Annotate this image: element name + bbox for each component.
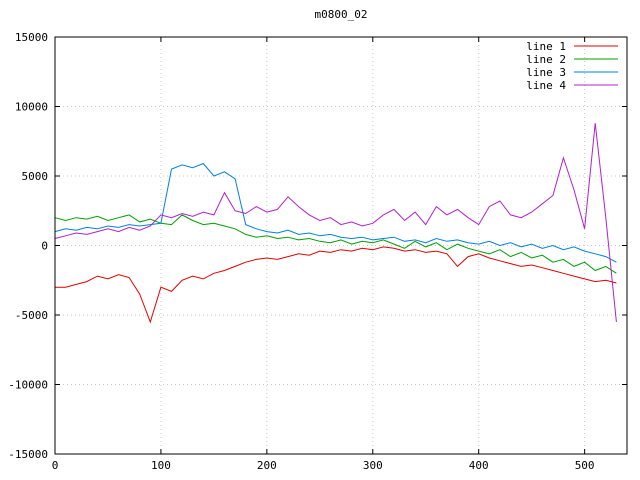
series-line-3	[54, 162, 617, 263]
xtick-label-200: 200	[257, 459, 277, 472]
ytick-label--5000: -5000	[15, 309, 48, 322]
chart-title: m0800_02	[314, 8, 368, 21]
ytick-label-10000: 10000	[15, 101, 48, 114]
series-line-4	[54, 123, 617, 323]
legend-label-1: line 1	[526, 40, 566, 53]
ytick-label--15000: -15000	[8, 448, 48, 461]
xtick-label-0: 0	[52, 459, 59, 472]
xtick-label-400: 400	[469, 459, 489, 472]
ytick-label-5000: 5000	[22, 170, 49, 183]
legend-label-4: line 4	[526, 79, 566, 92]
plot-border	[54, 36, 628, 455]
ytick-label--10000: -10000	[8, 379, 48, 392]
ytick-label-0: 0	[41, 240, 48, 253]
xtick-label-100: 100	[151, 459, 171, 472]
series-line-1	[55, 246, 617, 324]
xtick-label-500: 500	[575, 459, 595, 472]
series-line-2	[54, 214, 617, 274]
xtick-label-300: 300	[363, 459, 383, 472]
legend-label-2: line 2	[526, 53, 566, 66]
legend-label-3: line 3	[526, 66, 566, 79]
ytick-label-15000: 15000	[15, 31, 48, 44]
